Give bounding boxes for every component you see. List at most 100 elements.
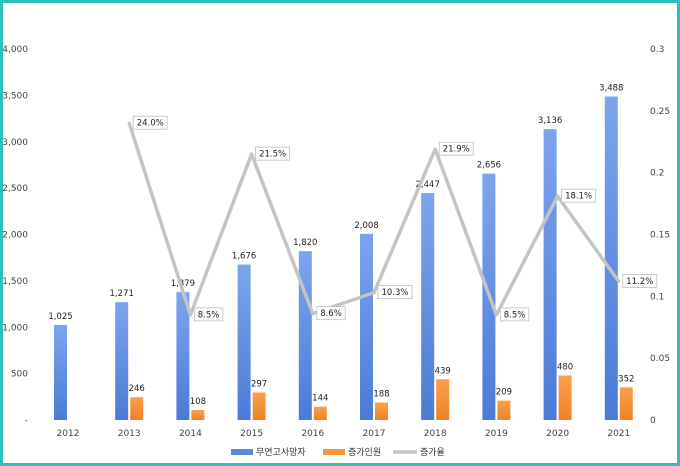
bar-increase [558,375,572,420]
bar-increase [130,397,144,420]
bar-deaths [298,251,312,420]
bar-series [54,96,633,421]
right-axis-ticks: 0 0.05 0.1 0.15 0.2 0.25 0.3 [650,45,670,426]
bar-deaths [115,302,129,420]
line-label-text: 21.9% [443,145,470,155]
x-tick-label: 2018 [424,429,447,439]
line-label-box [377,285,413,300]
bar-increase [375,402,388,420]
bar-deaths-label: 2,656 [477,161,501,171]
line-series [127,121,621,317]
bar-increase [191,409,205,420]
bar-increase-label: 480 [557,362,573,372]
left-tick-label: 3,000 [2,138,28,148]
line-point [311,312,315,316]
line-point [250,152,254,156]
bar-increase-label: 352 [618,374,634,384]
line-point [127,121,131,125]
line-data-label: 8.5% [193,307,224,322]
legend-item-rate: 증가율 [393,447,445,458]
left-tick-label: 4,000 [2,45,28,55]
line-data-label: 21.9% [438,141,474,156]
legend-swatch [323,449,345,455]
bar-increase-label: 439 [435,366,451,376]
bar-deaths-label: 2,447 [416,180,440,190]
right-tick-label: 0.25 [650,107,670,117]
bar-deaths-label: 3,488 [599,83,623,93]
line-label-text: 18.1% [565,192,592,202]
line-label-box [255,146,291,161]
left-tick-label: 3,500 [2,91,28,101]
bar-increase-label: 297 [251,379,267,389]
legend-item-deaths: 무연고사망자 [231,447,306,458]
left-tick-label: 500 [11,370,28,380]
line-label-box [438,141,474,156]
x-tick-label: 2015 [240,429,263,439]
bar-deaths [237,264,251,420]
x-tick-label: 2014 [179,429,202,439]
legend-label: 증가율 [420,447,445,458]
line-point [494,313,498,317]
bar-increase [313,406,327,420]
line-data-labels: 24.0% 8.5% 21.5% 8.6% 10.3% 21.9% 8.5% 18.1% 11.… [132,115,658,322]
legend-item-increase: 증가인원 [323,447,381,458]
bar-deaths-label: 2,008 [354,221,378,231]
bar-increase-label: 188 [373,390,389,400]
legend-label: 무연고사망자 [256,447,306,458]
bar-deaths [176,292,190,420]
left-tick-label: 2,500 [2,184,28,194]
right-tick-label: 0.2 [650,169,664,179]
left-axis-ticks: - 500 1,000 1,500 2,000 2,500 3,000 3,500 4,000 [2,45,28,426]
line-data-label: 24.0% [132,115,168,130]
bar-deaths [360,233,373,420]
bar-deaths-label: 3,136 [538,116,562,126]
line-label-text: 10.3% [381,288,408,298]
legend-swatch [231,449,253,455]
line-label-text: 8.5% [504,310,526,320]
x-tick-label: 2016 [301,429,324,439]
right-tick-label: 0 [650,416,656,426]
legend: 무연고사망자 증가인원 증가율 [231,447,445,458]
line-data-label: 11.2% [622,274,658,288]
x-tick-label: 2021 [607,429,630,439]
line-data-label: 8.5% [499,307,530,322]
line-data-label: 8.6% [316,306,346,321]
right-tick-label: 0.15 [650,231,670,241]
bar-deaths-label: 1,025 [48,312,72,322]
bar-deaths [543,129,557,421]
x-axis-ticks: 2012 2013 2014 2015 2016 2017 2018 2019 2020 2021 [57,429,631,439]
line-label-box [132,115,168,130]
line-label-box [499,307,530,322]
x-tick-label: 2019 [485,429,508,439]
left-tick-label: - [25,416,28,426]
line-data-label: 21.5% [255,146,291,161]
bar-increase-label: 144 [312,394,328,404]
x-tick-label: 2012 [57,429,80,439]
bar-deaths [54,324,67,420]
x-tick-label: 2020 [546,429,569,439]
legend-label: 증가인원 [348,447,381,458]
bar-deaths [604,96,618,420]
bar-increase [619,387,633,420]
line-data-label: 10.3% [377,285,413,300]
line-data-label: 18.1% [561,188,596,203]
right-tick-label: 0.05 [650,354,670,364]
left-tick-label: 1,500 [2,277,28,287]
line-label-box [561,188,596,203]
line-point [433,147,437,151]
right-tick-label: 0.1 [650,292,664,302]
line-label-box [193,307,224,322]
bar-data-labels: 1,025 1,271 246 1,379 108 1,676 297 1,820 144 2,0… [48,83,634,406]
line-point [556,194,560,198]
line-point [617,279,621,283]
line-label-box [622,274,658,288]
line-label-box [316,306,346,321]
bar-increase [497,400,511,420]
line-label-text: 8.6% [320,309,342,319]
line-point [372,291,376,295]
x-tick-label: 2013 [118,429,141,439]
line-label-text: 8.5% [198,310,220,320]
line-point [188,313,192,317]
line-label-text: 21.5% [259,150,286,160]
